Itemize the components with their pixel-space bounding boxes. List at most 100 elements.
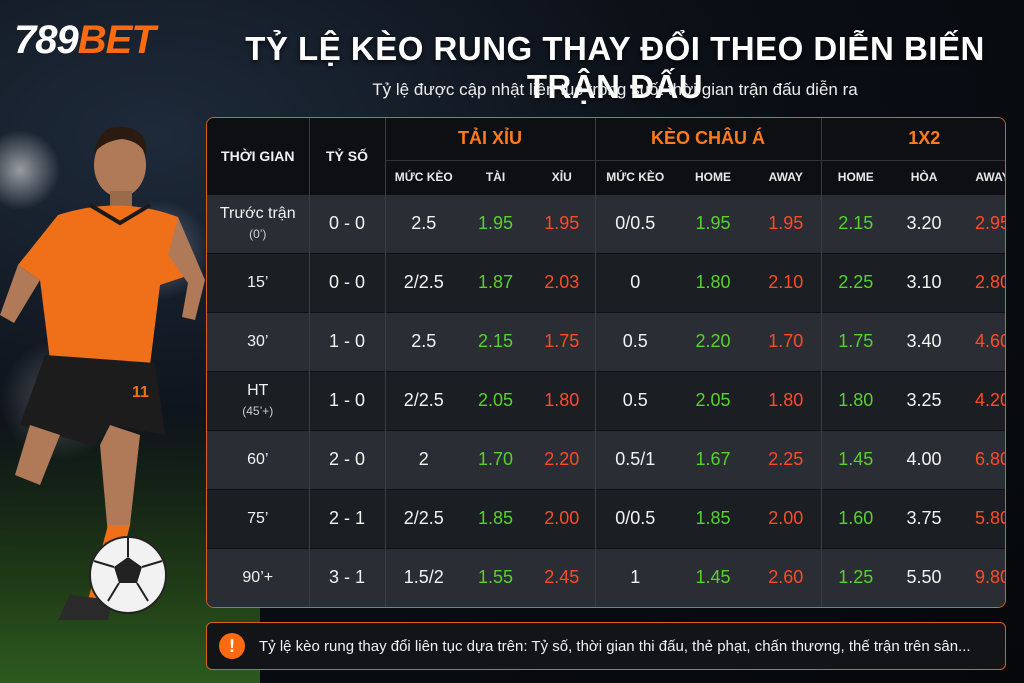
cell-1x2-2: 4.60 (958, 311, 1005, 371)
table-row: HT (45’+) 1 - 0 2/2.5 2.05 1.80 0.5 2.05 1.80 1.8… (207, 370, 1005, 430)
header-score: TỶ SỐ (308, 118, 385, 194)
cell-1x2-0: 1.45 (820, 429, 891, 489)
cell-chau-a-0: 0.5 (594, 311, 675, 371)
cell-chau-a-2: 2.10 (751, 252, 822, 312)
header-keo-chau-a: KÈO CHÂU Á (594, 118, 822, 161)
cell-tai-xiu-0: 1.5/2 (384, 547, 462, 607)
subheader-tx-under: XỈU (529, 160, 595, 194)
cell-1x2-2: 9.80 (958, 547, 1005, 607)
football-player-illustration: 11 (0, 126, 205, 620)
cell-1x2-2: 2.95 (958, 193, 1005, 253)
cell-tai-xiu-0: 2.5 (384, 193, 462, 253)
cell-1x2-2: 2.80 (958, 252, 1005, 312)
page-subtitle: Tỷ lệ được cập nhật liên tục trong suốt … (372, 80, 858, 99)
time-label: 90’+ (242, 568, 274, 586)
svg-text:11: 11 (132, 384, 149, 401)
cell-1x2-1: 3.10 (890, 252, 959, 312)
cell-chau-a-0: 0/0.5 (594, 488, 675, 548)
cell-1x2-0: 2.15 (820, 193, 891, 253)
cell-score: 0 - 0 (308, 252, 385, 312)
cell-chau-a-2: 1.70 (751, 311, 822, 371)
time-sub-label: (0’) (249, 226, 267, 241)
cell-chau-a-1: 1.45 (675, 547, 751, 607)
cell-1x2-0: 1.60 (820, 488, 891, 548)
cell-tai-xiu-1: 2.15 (462, 311, 529, 371)
cell-time: 15’ (207, 252, 309, 312)
cell-chau-a-0: 0.5/1 (594, 429, 675, 489)
cell-tai-xiu-0: 2 (384, 429, 462, 489)
time-label: 75’ (247, 509, 269, 527)
cell-1x2-2: 4.20 (958, 370, 1005, 430)
header-1x2: 1X2 (820, 118, 1005, 161)
brand-logo: 789BET (14, 18, 156, 62)
cell-1x2-2: 6.80 (958, 429, 1005, 489)
cell-tai-xiu-0: 2/2.5 (384, 488, 462, 548)
subheader-tx-over: TÀI (462, 160, 529, 194)
cell-score: 1 - 0 (308, 311, 385, 371)
notice-banner: ! Tỷ lệ kèo rung thay đổi liên tục dựa t… (206, 622, 1006, 670)
cell-time: 90’+ (207, 547, 309, 607)
cell-1x2-1: 3.25 (890, 370, 959, 430)
cell-time: HT (45’+) (207, 370, 309, 430)
cell-tai-xiu-1: 1.95 (462, 193, 529, 253)
cell-1x2-0: 1.80 (820, 370, 891, 430)
cell-score: 3 - 1 (308, 547, 385, 607)
header-time: THỜI GIAN (207, 118, 309, 194)
cell-time: Trước trận (0’) (207, 193, 309, 253)
cell-chau-a-0: 0 (594, 252, 675, 312)
cell-chau-a-1: 1.80 (675, 252, 751, 312)
cell-1x2-0: 1.75 (820, 311, 891, 371)
cell-tai-xiu-2: 2.00 (529, 488, 595, 548)
table-row: 15’ 0 - 0 2/2.5 1.87 2.03 0 1.80 2.10 2.25 3.10 2.… (207, 252, 1005, 312)
cell-score: 2 - 1 (308, 488, 385, 548)
cell-tai-xiu-2: 2.20 (529, 429, 595, 489)
table-row: 75’ 2 - 1 2/2.5 1.85 2.00 0/0.5 1.85 2.00 1.60 3.… (207, 488, 1005, 548)
cell-chau-a-1: 1.85 (675, 488, 751, 548)
subheader-1x2-draw: HÒA (890, 160, 959, 194)
subheader-1x2-away: AWAY (958, 160, 1005, 194)
subheader-tx-line: MỨC KÈO (384, 160, 462, 194)
cell-time: 75’ (207, 488, 309, 548)
cell-chau-a-0: 1 (594, 547, 675, 607)
cell-tai-xiu-1: 1.87 (462, 252, 529, 312)
subheader-ca-away: AWAY (751, 160, 822, 194)
cell-1x2-1: 3.40 (890, 311, 959, 371)
header-tai-xiu: TẢI XỈU (384, 118, 595, 161)
time-label: 30’ (247, 332, 269, 350)
time-sub-label: (45’+) (242, 403, 274, 418)
cell-time: 30’ (207, 311, 309, 371)
cell-1x2-0: 1.25 (820, 547, 891, 607)
table-row: 90’+ 3 - 1 1.5/2 1.55 2.45 1 1.45 2.60 1.25 5.50 9… (207, 547, 1005, 607)
cell-tai-xiu-1: 1.85 (462, 488, 529, 548)
cell-chau-a-2: 2.60 (751, 547, 822, 607)
cell-chau-a-2: 2.00 (751, 488, 822, 548)
cell-tai-xiu-2: 1.75 (529, 311, 595, 371)
cell-chau-a-1: 2.20 (675, 311, 751, 371)
cell-chau-a-1: 1.95 (675, 193, 751, 253)
cell-chau-a-2: 2.25 (751, 429, 822, 489)
cell-1x2-1: 3.20 (890, 193, 959, 253)
time-label: HT (247, 381, 269, 399)
cell-chau-a-1: 1.67 (675, 429, 751, 489)
time-label: Trước trận (219, 204, 296, 222)
cell-time: 60’ (207, 429, 309, 489)
odds-table: THỜI GIAN TỶ SỐ TẢI XỈU KÈO CHÂU Á 1X2 M… (206, 117, 1006, 608)
cell-chau-a-2: 1.80 (751, 370, 822, 430)
cell-tai-xiu-2: 2.45 (529, 547, 595, 607)
cell-tai-xiu-2: 1.80 (529, 370, 595, 430)
page-title: TỶ LỆ KÈO RUNG THAY ĐỔI THEO DIỄN BIẾN T… (245, 30, 985, 105)
cell-tai-xiu-0: 2/2.5 (384, 252, 462, 312)
cell-score: 1 - 0 (308, 370, 385, 430)
cell-tai-xiu-0: 2.5 (384, 311, 462, 371)
cell-tai-xiu-2: 1.95 (529, 193, 595, 253)
cell-chau-a-1: 2.05 (675, 370, 751, 430)
time-label: 15’ (247, 273, 269, 291)
cell-chau-a-0: 0.5 (594, 370, 675, 430)
table-row: 60’ 2 - 0 2 1.70 2.20 0.5/1 1.67 2.25 1.45 4.00 6.… (207, 429, 1005, 489)
table-row: Trước trận (0’) 0 - 0 2.5 1.95 1.95 0/0.5 1.95 1… (207, 193, 1005, 253)
cell-chau-a-2: 1.95 (751, 193, 822, 253)
notice-text: Tỷ lệ kèo rung thay đổi liên tục dựa trê… (259, 637, 971, 655)
cell-tai-xiu-1: 1.55 (462, 547, 529, 607)
cell-1x2-1: 4.00 (890, 429, 959, 489)
cell-tai-xiu-1: 2.05 (462, 370, 529, 430)
